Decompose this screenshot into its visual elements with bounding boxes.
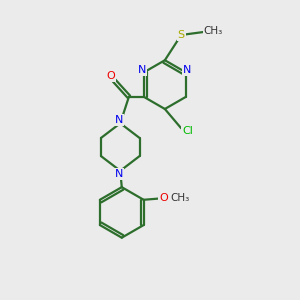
Text: CH₃: CH₃ xyxy=(171,193,190,203)
Text: N: N xyxy=(115,169,123,179)
Text: CH₃: CH₃ xyxy=(203,26,223,36)
Text: O: O xyxy=(159,193,168,203)
Text: N: N xyxy=(115,115,123,125)
Text: N: N xyxy=(138,65,146,75)
Text: Cl: Cl xyxy=(182,126,193,136)
Text: O: O xyxy=(106,71,115,81)
Text: N: N xyxy=(183,65,192,75)
Text: S: S xyxy=(178,30,185,40)
